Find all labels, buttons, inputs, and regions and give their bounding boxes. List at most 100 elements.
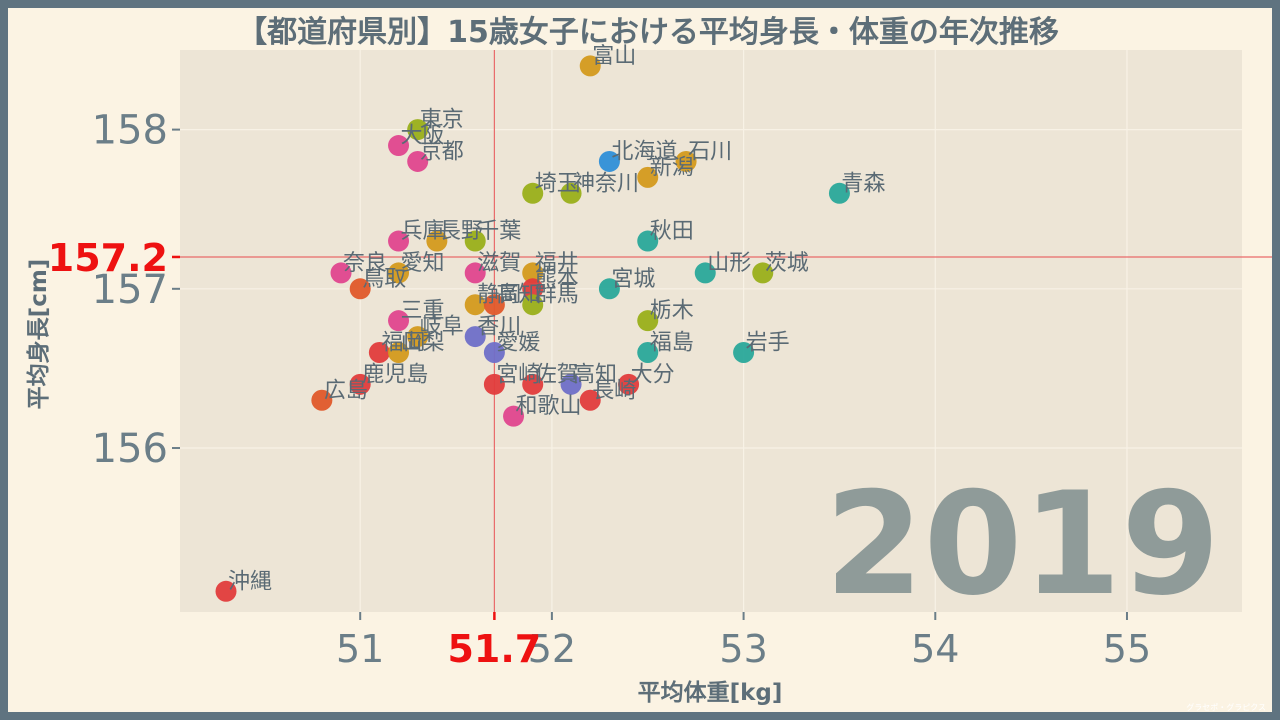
data-point-label: 秋田 [650, 219, 694, 244]
data-point [388, 262, 410, 284]
data-point [407, 150, 429, 172]
data-point-label: 神奈川 [573, 171, 639, 196]
data-point-label: 佐賀 [535, 362, 579, 387]
data-point-label: 石川 [688, 139, 732, 164]
data-point-label: 兵庫 [401, 219, 445, 244]
data-point [675, 150, 697, 172]
plot-area [180, 50, 1242, 612]
data-point-label: 青森 [841, 171, 885, 196]
data-point [522, 278, 544, 300]
data-point [349, 373, 371, 395]
data-point [733, 341, 755, 363]
x-tick-label: 55 [1103, 627, 1151, 671]
data-point [694, 262, 716, 284]
y-tick-label: 157 [92, 267, 168, 313]
data-point-label: 埼玉 [535, 171, 579, 196]
data-point [598, 278, 620, 300]
data-point [388, 310, 410, 332]
data-point-label: 大分 [631, 362, 675, 387]
data-point [522, 262, 544, 284]
x-tick-label: 53 [719, 627, 767, 671]
data-point-label: 新潟 [650, 155, 694, 180]
data-point [579, 55, 601, 77]
data-point-label: 沖縄 [228, 569, 272, 594]
data-point-label: 京都 [420, 139, 464, 164]
x-tick-label: 52 [528, 627, 576, 671]
data-point [388, 341, 410, 363]
data-point [407, 326, 429, 348]
data-point-label: 香川 [477, 315, 521, 340]
data-point-label: 北海道 [611, 139, 677, 164]
data-point-label: 岐阜 [420, 315, 464, 340]
data-point-label: 滋賀 [477, 251, 521, 276]
x-axis-label: 平均体重[kg] [638, 679, 783, 706]
data-point-label: 福岡 [381, 330, 425, 355]
data-point-label: 栃木 [650, 299, 694, 324]
chart-title: 【都道府県別】15歳女子における平均身長・体重の年次推移 [237, 15, 1059, 50]
data-point-label: 広島 [324, 378, 368, 403]
data-point-label: 奈良 [343, 251, 387, 276]
reference-lines [180, 50, 1272, 612]
data-point [483, 294, 505, 316]
data-point-label: 静岡 [477, 283, 521, 308]
data-point [426, 230, 448, 252]
data-point [464, 230, 486, 252]
data-point [368, 341, 390, 363]
data-point [637, 310, 659, 332]
data-point-label: 群馬 [535, 283, 579, 308]
data-point [522, 294, 544, 316]
data-point-label: 茨城 [765, 251, 809, 276]
data-point-label: 三重 [401, 299, 445, 324]
data-point [637, 341, 659, 363]
data-point-label: 長崎 [592, 378, 636, 403]
data-point [349, 278, 371, 300]
data-point-label: 鳥取 [362, 267, 406, 292]
x-tick-label: 54 [911, 627, 959, 671]
data-point [560, 182, 582, 204]
data-point-label: 岩手 [746, 330, 790, 355]
data-point [388, 135, 410, 157]
data-point-label: 山梨 [401, 330, 445, 355]
data-point-label: 大阪 [401, 124, 445, 149]
data-point-label: 福島 [650, 330, 694, 355]
data-point [579, 389, 601, 411]
data-point-label: 宮崎 [496, 362, 540, 387]
data-point [215, 580, 237, 602]
data-point [560, 373, 582, 395]
data-point [388, 230, 410, 252]
credit-text: グラセポ・グラピクス [1186, 702, 1266, 712]
data-point [637, 230, 659, 252]
y-tick-label: 156 [92, 426, 168, 472]
y-tick-label: 158 [92, 108, 168, 154]
data-point-label: 長野 [439, 219, 483, 244]
year-label: 2019 [825, 462, 1220, 627]
y-axis-label: 平均身長[cm] [25, 259, 52, 410]
data-point-label: 千葉 [477, 219, 521, 244]
data-point [311, 389, 333, 411]
data-point-label: 熊本 [535, 267, 579, 292]
data-point [464, 326, 486, 348]
data-point [637, 166, 659, 188]
data-point-label: 東京 [420, 108, 464, 133]
data-point-label: 和歌山 [516, 394, 582, 419]
data-point [464, 294, 486, 316]
data-point [828, 182, 850, 204]
data-point-label: 宮城 [611, 267, 655, 292]
data-point-label: 山形 [707, 251, 751, 276]
grid [180, 50, 1242, 612]
data-point-label: 高知 [496, 283, 540, 308]
data-points [215, 55, 850, 602]
data-point [752, 262, 774, 284]
data-point-label: 富山 [592, 44, 636, 69]
data-point [407, 119, 429, 141]
data-point-label: 鹿児島 [362, 362, 428, 387]
x-tick-label: 51 [336, 627, 384, 671]
data-point-label: 高知 [573, 362, 617, 387]
data-point [598, 150, 620, 172]
reference-y-label: 157.2 [48, 236, 168, 280]
axes: 51 52 53 54 55 156 157 158 51.7 157.2 [48, 108, 1151, 671]
data-point [330, 262, 352, 284]
data-point [464, 262, 486, 284]
